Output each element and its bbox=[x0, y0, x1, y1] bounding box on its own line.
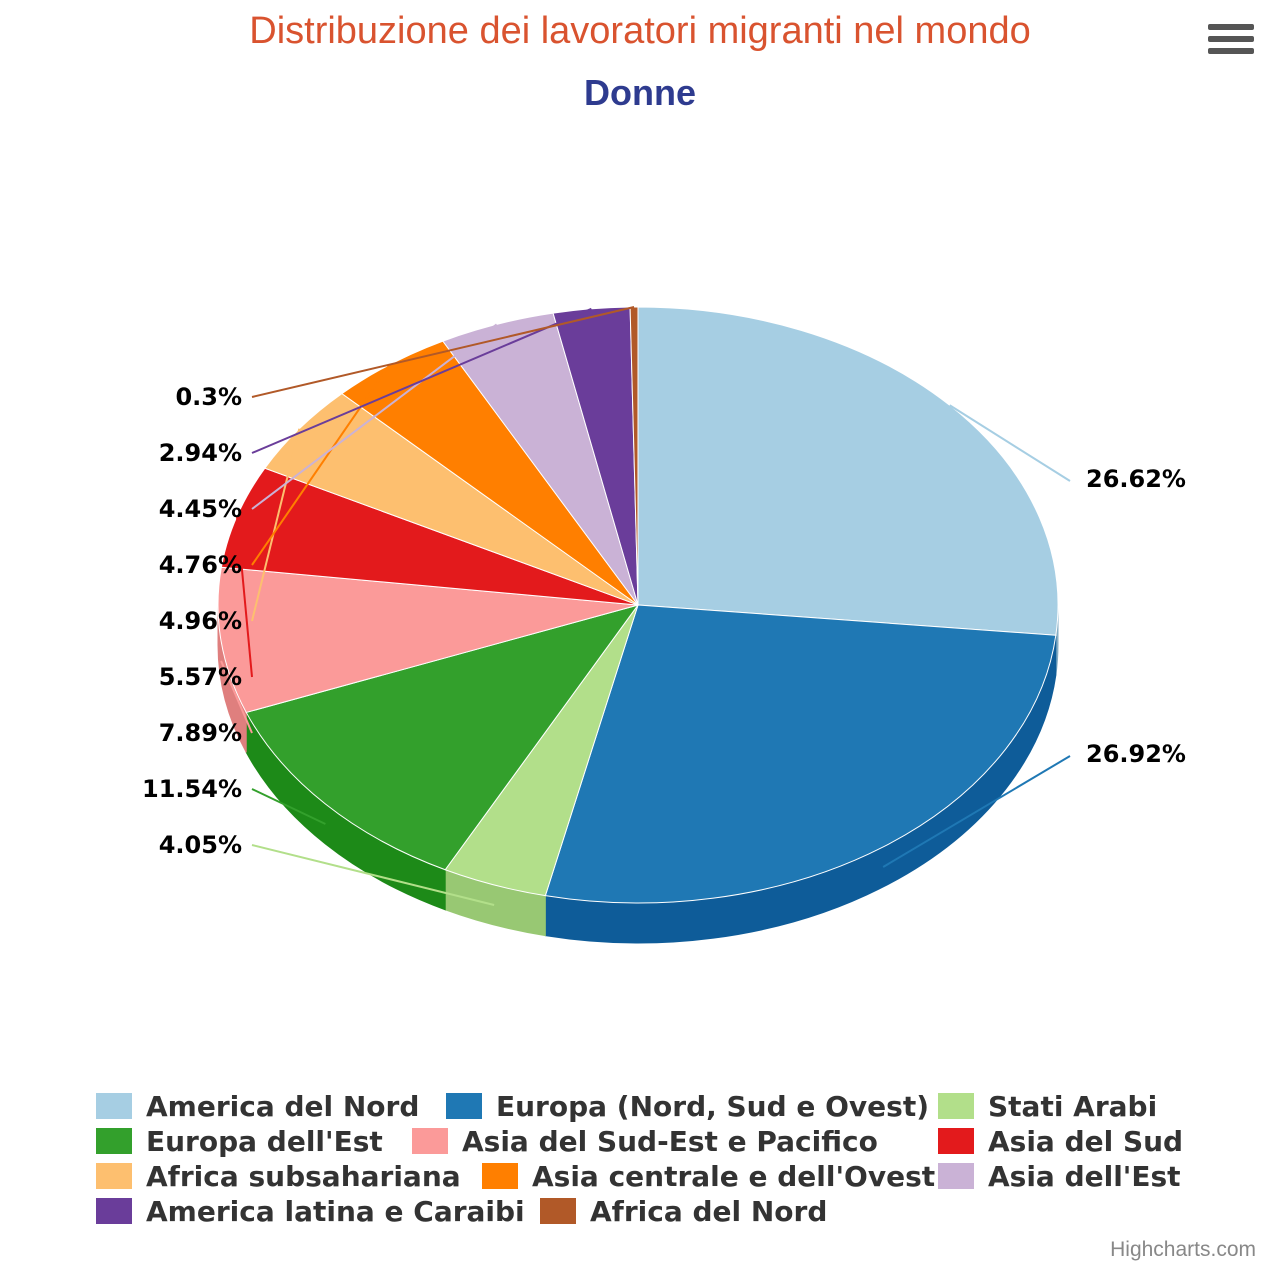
data-label: 26.62% bbox=[1086, 465, 1186, 493]
data-label: 4.76% bbox=[159, 551, 242, 579]
data-label-connector bbox=[251, 306, 635, 398]
pie-slice-3[interactable] bbox=[245, 604, 640, 871]
data-label: 0.3% bbox=[175, 383, 242, 411]
data-label-connector bbox=[949, 404, 1071, 482]
legend-swatch bbox=[540, 1198, 576, 1224]
data-label: 4.05% bbox=[159, 831, 242, 859]
legend-swatch bbox=[96, 1198, 132, 1224]
legend-swatch bbox=[96, 1093, 132, 1119]
data-label: 11.54% bbox=[142, 775, 242, 803]
pie-slice-1[interactable] bbox=[544, 604, 1057, 904]
legend-swatch bbox=[938, 1093, 974, 1119]
data-label-connector bbox=[236, 516, 253, 678]
legend-swatch bbox=[412, 1128, 448, 1154]
legend-label: Stati Arabi bbox=[988, 1090, 1158, 1123]
legend-label: Africa subsahariana bbox=[146, 1160, 461, 1193]
chart-title: Distribuzione dei lavoratori migranti ne… bbox=[249, 10, 1031, 52]
legend-swatch bbox=[938, 1128, 974, 1154]
data-label-connector bbox=[251, 428, 301, 622]
data-label-connector bbox=[251, 788, 326, 825]
legend-swatch bbox=[96, 1163, 132, 1189]
data-label-connector bbox=[251, 364, 391, 566]
data-label-connector bbox=[251, 307, 592, 454]
legend-label: America del Nord bbox=[146, 1090, 420, 1123]
legend-label: Asia dell'Est bbox=[988, 1160, 1181, 1193]
chart-subtitle: Donne bbox=[584, 72, 696, 113]
pie-slice-4[interactable] bbox=[217, 566, 639, 714]
data-label: 5.57% bbox=[159, 663, 242, 691]
legend-label: Asia centrale e dell'Ovest bbox=[532, 1160, 936, 1193]
pie-chart: 26.62% 26.92% 4.05% 11.54% 7.89% 5.57% 4.96% 4.… bbox=[142, 306, 1186, 944]
legend-label: Asia del Sud bbox=[988, 1125, 1184, 1158]
data-label: 4.45% bbox=[159, 495, 242, 523]
credits-link[interactable]: Highcharts.com bbox=[1110, 1238, 1256, 1261]
legend-label: Asia del Sud-Est e Pacifico bbox=[462, 1125, 878, 1158]
legend-label: America latina e Caraibi bbox=[146, 1195, 525, 1228]
data-label: 7.89% bbox=[159, 719, 242, 747]
legend-swatch bbox=[96, 1128, 132, 1154]
data-label: 4.96% bbox=[159, 607, 242, 635]
data-label-connector bbox=[251, 323, 498, 510]
legend-label: Africa del Nord bbox=[590, 1195, 828, 1228]
data-label-connector bbox=[251, 844, 495, 906]
pie-slice-0[interactable] bbox=[637, 306, 1059, 636]
data-label-connector bbox=[220, 660, 253, 734]
legend-swatch bbox=[482, 1163, 518, 1189]
legend-label: Europa dell'Est bbox=[146, 1125, 383, 1158]
data-label: 26.92% bbox=[1086, 740, 1186, 768]
data-label: 2.94% bbox=[159, 439, 242, 467]
legend-swatch bbox=[938, 1163, 974, 1189]
legend-label: Europa (Nord, Sud e Ovest) bbox=[496, 1090, 930, 1123]
legend-swatch bbox=[446, 1093, 482, 1119]
data-label-connector bbox=[882, 755, 1071, 868]
hamburger-menu-icon[interactable] bbox=[1208, 24, 1254, 64]
